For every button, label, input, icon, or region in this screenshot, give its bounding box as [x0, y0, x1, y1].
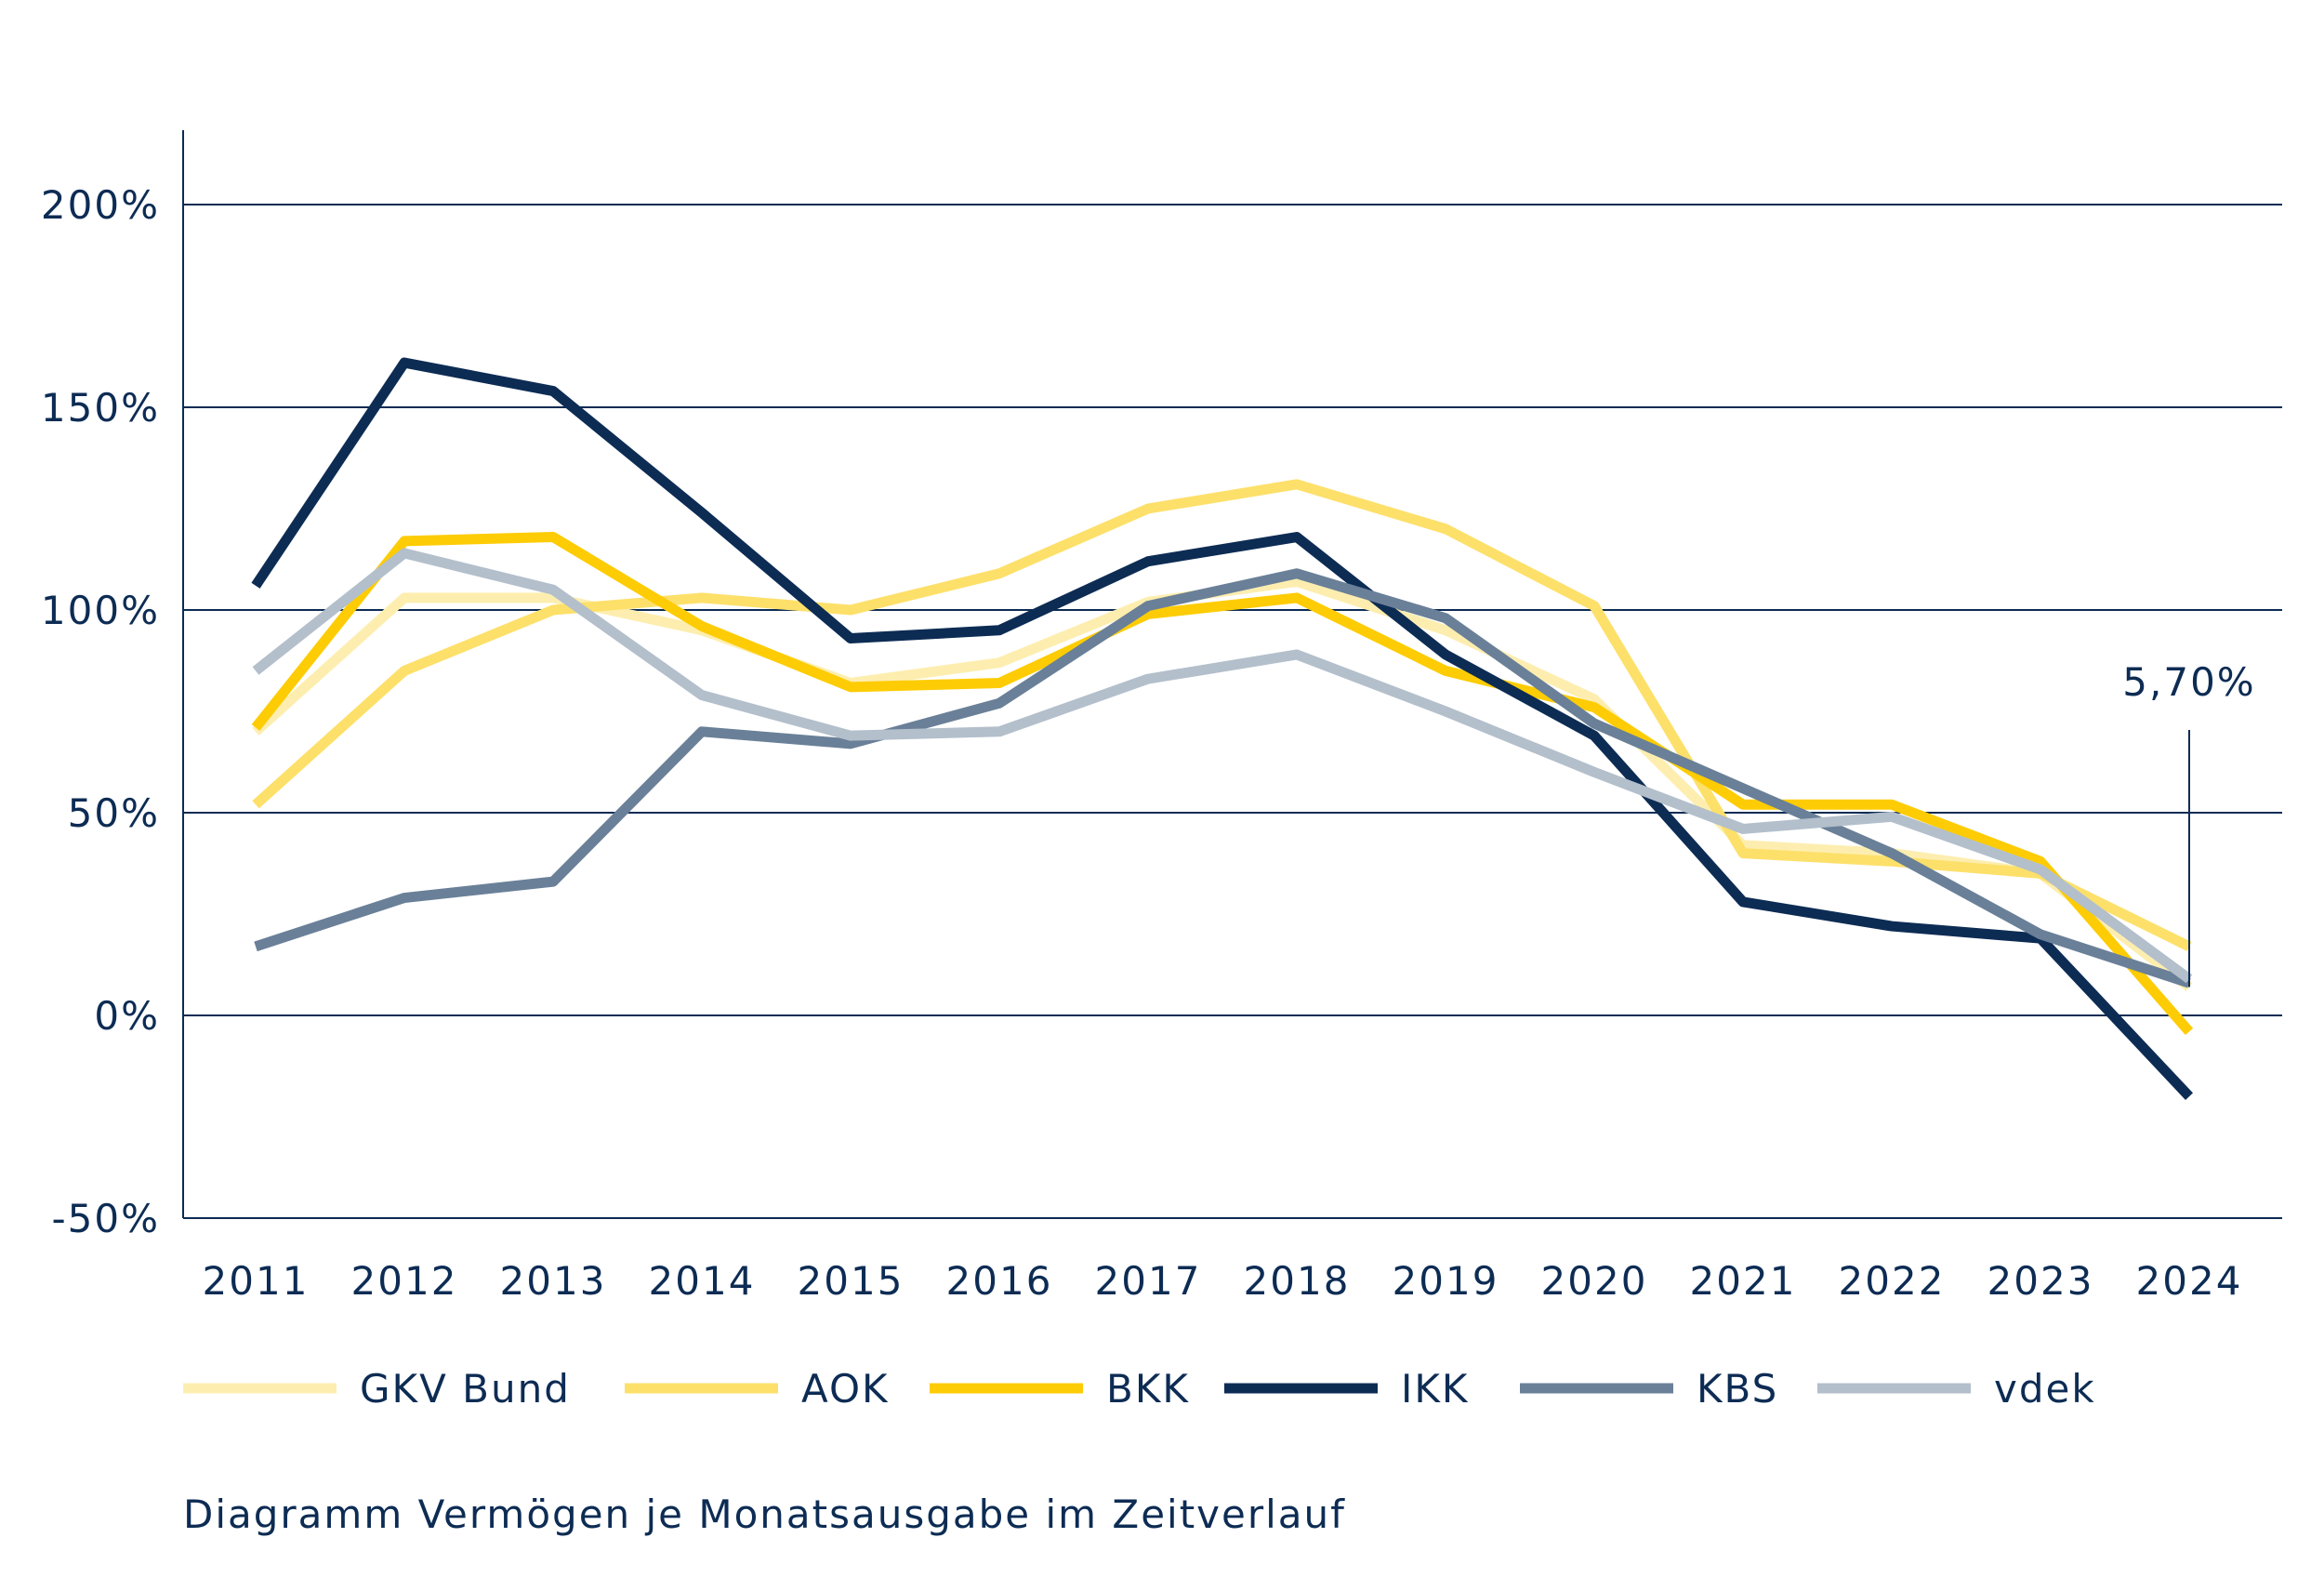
series-line-vdek [252, 548, 2193, 984]
x-tick-label: 2016 [946, 1258, 1053, 1304]
series-line-ikk [251, 357, 2194, 1100]
series-lines [251, 357, 2194, 1100]
grid-lines [183, 204, 2282, 1219]
legend-label: AOK [801, 1366, 890, 1412]
y-tick-label: -50% [51, 1196, 160, 1241]
legend-label: BKK [1106, 1366, 1190, 1412]
y-tick-label: 0% [94, 993, 160, 1039]
chart-caption: Diagramm Vermögen je Monatsausgabe im Ze… [183, 1492, 1346, 1537]
x-tick-label: 2013 [500, 1258, 607, 1304]
legend-label: KBS [1697, 1366, 1778, 1412]
x-tick-label: 2020 [1541, 1258, 1648, 1304]
x-tick-label: 2017 [1095, 1258, 1202, 1304]
x-tick-label: 2018 [1244, 1258, 1351, 1304]
x-tick-label: 2015 [798, 1258, 905, 1304]
y-tick-label: 50% [68, 790, 160, 836]
x-axis-ticks: 2011 2012 2013 2014 2015 2016 2017 2018 2019 2020… [203, 1258, 2243, 1304]
y-tick-label: 100% [41, 588, 160, 633]
y-tick-label: 200% [41, 182, 160, 228]
series-line-bkk [251, 532, 2194, 1036]
legend: GKV Bund AOK BKK IKK KBS vdek [183, 1366, 2096, 1412]
x-tick-label: 2022 [1839, 1258, 1946, 1304]
legend-label: GKV Bund [360, 1366, 571, 1412]
legend-label: vdek [1994, 1366, 2096, 1412]
legend-label: IKK [1401, 1366, 1469, 1412]
y-tick-label: 150% [41, 385, 160, 431]
x-tick-label: 2012 [351, 1258, 458, 1304]
x-tick-label: 2019 [1393, 1258, 1499, 1304]
y-axis-ticks: -50% 0% 50% 100% 150% 200% [41, 182, 160, 1241]
annotation: 5,70% [2122, 659, 2255, 988]
series-line-kbs [254, 568, 2191, 988]
x-tick-label: 2024 [2136, 1258, 2243, 1304]
x-tick-label: 2014 [649, 1258, 756, 1304]
x-tick-label: 2021 [1690, 1258, 1797, 1304]
x-tick-label: 2023 [1987, 1258, 2094, 1304]
x-tick-label: 2011 [203, 1258, 310, 1304]
annotation-label: 5,70% [2122, 659, 2255, 705]
